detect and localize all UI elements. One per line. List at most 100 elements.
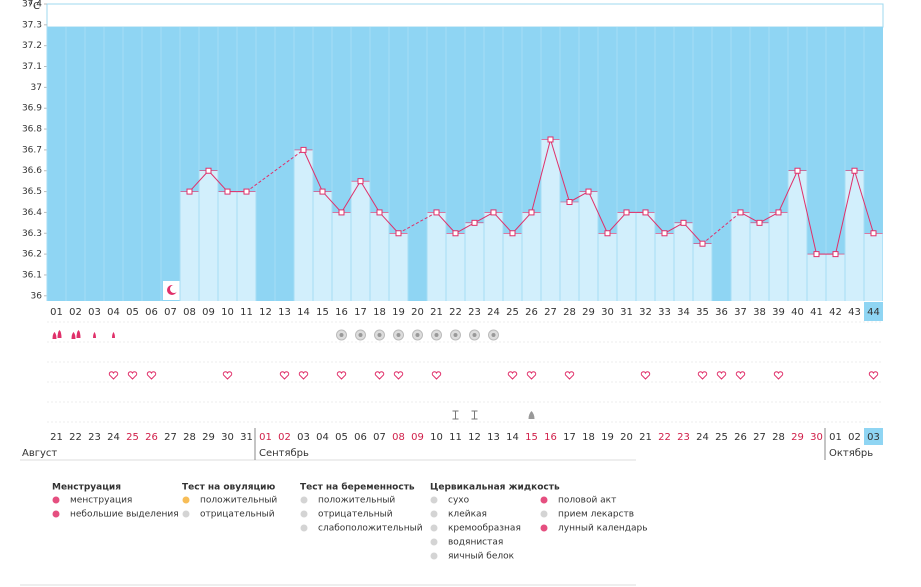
legend-icon	[182, 510, 190, 518]
date-label: 01	[829, 432, 842, 443]
legend-label: кремообразная	[448, 524, 521, 534]
ovulation-test-core	[339, 333, 344, 337]
intercourse-icon	[374, 371, 385, 380]
x-tick-label: 37	[734, 307, 747, 318]
y-tick-label: 37.4	[22, 0, 42, 10]
point	[300, 146, 307, 153]
legend-title: Цервикальная жидкость	[430, 483, 560, 493]
line-segment	[740, 211, 760, 224]
intercourse-icon	[222, 371, 233, 380]
bar	[332, 212, 351, 301]
point	[604, 230, 611, 237]
bar	[750, 222, 769, 301]
legend-icon	[430, 538, 438, 546]
date-label: 23	[677, 432, 690, 443]
line-segment	[341, 180, 361, 213]
point	[566, 199, 573, 205]
x-tick-label: 05	[126, 307, 139, 318]
x-tick-label: 08	[183, 307, 196, 318]
date-label: 28	[183, 432, 196, 443]
point	[680, 219, 687, 226]
point	[756, 219, 763, 226]
legend-label: положительный	[318, 496, 395, 506]
line-segment	[645, 212, 665, 234]
bar	[674, 222, 693, 301]
point	[452, 230, 459, 237]
x-tick-label: 24	[487, 307, 500, 318]
ovulation-test-core	[415, 333, 420, 337]
y-tick-label: 36.6	[22, 166, 42, 176]
sticky-icon	[452, 410, 459, 420]
intercourse-icon	[716, 371, 727, 380]
bar	[636, 212, 655, 301]
x-tick-label: 16	[335, 307, 348, 318]
point	[186, 188, 193, 195]
date-label: 25	[126, 432, 139, 443]
intercourse-icon	[773, 371, 784, 380]
x-tick-label: 04	[107, 307, 120, 318]
point	[243, 188, 250, 195]
month-label: Сентябрь	[259, 448, 309, 459]
date-label: 30	[810, 432, 823, 443]
gap-connector	[702, 212, 741, 245]
x-tick-label: 11	[240, 307, 253, 318]
bar	[693, 243, 712, 301]
x-tick-label: 01	[50, 307, 63, 318]
bar	[465, 222, 484, 301]
x-tick-label: 35	[696, 307, 709, 318]
legend-icon	[300, 496, 308, 504]
y-tick-label: 36	[31, 291, 43, 301]
bar	[541, 139, 560, 301]
point	[585, 188, 592, 195]
bar	[313, 191, 332, 301]
point	[509, 230, 516, 237]
legend-label: отрицательный	[318, 510, 393, 520]
point	[224, 188, 231, 195]
line-segment	[512, 212, 532, 234]
point	[623, 209, 630, 216]
legend-icon	[300, 524, 308, 532]
x-tick-label: 25	[506, 307, 519, 318]
x-tick-label: 36	[715, 307, 728, 318]
legend-icon	[52, 510, 60, 518]
bar	[788, 170, 807, 301]
bar	[218, 191, 237, 301]
x-tick-label: 40	[791, 307, 804, 318]
bar	[560, 202, 579, 301]
bar	[180, 191, 199, 301]
date-label: 03	[297, 432, 310, 443]
date-label: 05	[335, 432, 348, 443]
date-label: 18	[582, 432, 595, 443]
date-label: 17	[563, 432, 576, 443]
x-tick-label: 42	[829, 307, 842, 318]
point	[395, 230, 402, 237]
intercourse-icon	[279, 371, 290, 380]
x-tick-label: 39	[772, 307, 785, 318]
y-unit: °C	[28, 1, 40, 12]
line-segment	[607, 212, 627, 234]
y-tick-label: 37.3	[22, 20, 42, 30]
line-segment	[759, 211, 779, 224]
legend-label: клейкая	[448, 510, 487, 520]
point	[319, 188, 326, 195]
point	[813, 251, 820, 258]
intercourse-icon	[146, 371, 157, 380]
bar	[655, 233, 674, 301]
bar	[370, 212, 389, 301]
bar	[427, 212, 446, 301]
x-tick-label: 26	[525, 307, 538, 318]
month-label: Октябрь	[829, 448, 873, 459]
point	[490, 209, 497, 216]
bar	[598, 233, 617, 301]
date-label: 10	[430, 432, 443, 443]
bar	[807, 254, 826, 301]
x-tick-label: 21	[430, 307, 443, 318]
x-tick-label: 41	[810, 307, 823, 318]
bar	[294, 149, 313, 301]
x-tick-label: 02	[69, 307, 82, 318]
point	[661, 230, 668, 237]
date-label: 06	[354, 432, 367, 443]
legend-title: Тест на беременность	[300, 482, 415, 493]
line-segment	[455, 222, 475, 234]
gap-connector	[398, 211, 437, 234]
